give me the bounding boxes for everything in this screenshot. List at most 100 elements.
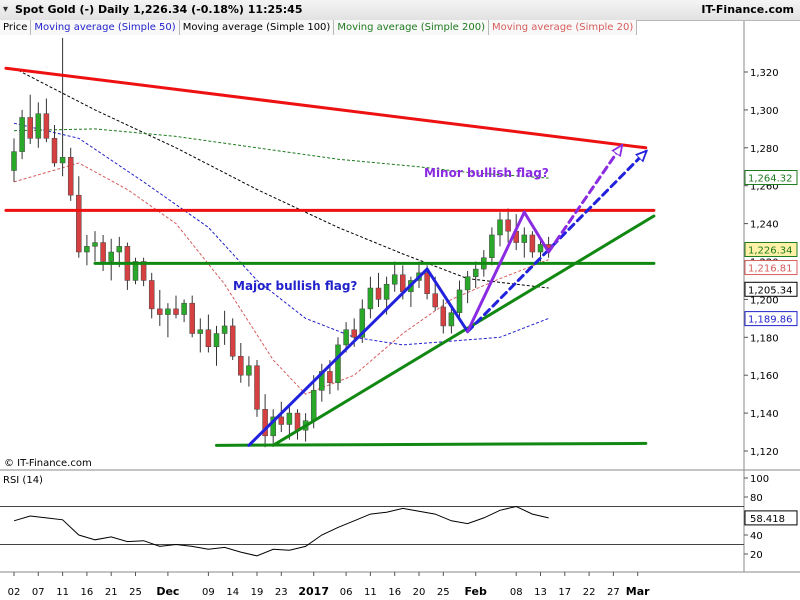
x-axis-tick-label: 16 (388, 587, 401, 598)
candle-body (157, 308, 163, 315)
candle-body (367, 287, 374, 310)
price-y-tick-label: 1,160 (750, 371, 779, 382)
candle-body (165, 308, 171, 315)
price-tag-label: 1,264.32 (748, 174, 793, 185)
candle-body (400, 274, 406, 293)
price-tag-box (744, 281, 798, 297)
minor-flag-annotation: Minor bullish flag? (424, 166, 549, 180)
candle-body (537, 244, 544, 253)
candle-body (221, 325, 228, 334)
x-axis-tick-label: 11 (364, 587, 377, 598)
candle-body (43, 113, 50, 139)
candle-body (246, 365, 252, 376)
candle-body (84, 246, 90, 253)
legend-price[interactable]: Price (0, 20, 32, 35)
price-y-tick-label: 1,320 (750, 68, 779, 79)
price-y-tick-label: 1,240 (750, 220, 779, 231)
candle-body (35, 113, 42, 139)
candle-body (343, 329, 349, 346)
price-tag-box (744, 311, 798, 327)
candle-body (173, 308, 179, 315)
price-tag-label: 1,216.81 (748, 264, 793, 275)
rsi-y-tick-label: 100 (750, 474, 769, 485)
candle-body (100, 242, 106, 262)
price-y-tick-label: 1,140 (750, 409, 779, 420)
price-y-tick-label: 1,120 (750, 447, 779, 458)
candle-body (327, 371, 333, 384)
legend-sma-20[interactable]: Moving average (Simple 20) (488, 20, 638, 35)
price-y-tick-label: 1,280 (750, 144, 779, 155)
candle-body (197, 329, 204, 334)
candle-body (213, 333, 220, 348)
series-legend: Price Moving average (Simple 50) Moving av… (0, 20, 638, 35)
candle-body (238, 356, 244, 376)
rising-trendline (271, 214, 656, 447)
price-tag-label: 1,205.34 (748, 285, 793, 296)
rsi-value-tag (744, 510, 798, 526)
candle-body (391, 274, 398, 285)
minor-flag-pole (466, 210, 526, 334)
price-tag-label: 1,226.34 (748, 245, 793, 256)
rsi-y-tick-label: 80 (750, 493, 763, 504)
candle-body (270, 416, 276, 437)
candle-body (181, 302, 187, 315)
x-axis-tick-label: 08 (510, 587, 523, 598)
x-axis-tick-label: Dec (156, 585, 179, 598)
candle-body (108, 251, 114, 262)
candle-body (505, 219, 511, 232)
x-axis-tick-label: 14 (226, 587, 239, 598)
candle-body (286, 412, 293, 425)
price-y-tick-label: 1,180 (750, 333, 779, 344)
collapse-arrow-icon[interactable]: ▾ (3, 4, 9, 15)
price-y-tick-label: 1,300 (750, 106, 779, 117)
x-axis-tick-label: 16 (81, 587, 94, 598)
rsi-value-label: 58.418 (750, 514, 785, 525)
candle-body (448, 312, 455, 327)
x-axis-tick-label: 09 (202, 587, 215, 598)
candle-body (310, 390, 317, 421)
candle-body (464, 276, 471, 291)
rsi-panel (0, 472, 744, 572)
ma-line (13, 122, 549, 346)
bottom-support (215, 441, 648, 447)
candle-body (424, 272, 430, 294)
candle-body (254, 365, 260, 410)
x-axis-tick-label: 20 (413, 587, 426, 598)
legend-sma-100[interactable]: Moving average (Simple 100) (179, 20, 335, 35)
candle-body (229, 325, 236, 357)
candle-body (76, 194, 82, 253)
x-axis-tick-label: 11 (56, 587, 69, 598)
candle-body (529, 234, 536, 253)
price-tag-box (744, 241, 798, 257)
rsi-line (13, 505, 549, 557)
legend-sma-200[interactable]: Moving average (Simple 200) (334, 20, 489, 35)
price-panel (0, 36, 744, 470)
candle-body (432, 293, 438, 308)
candle-body (375, 287, 382, 300)
minor-flag-target (547, 146, 622, 254)
candle-body (51, 138, 58, 164)
price-tag-box (744, 170, 798, 186)
candle-body (27, 117, 33, 139)
candle-body (116, 246, 123, 253)
chart-title: Spot Gold (-) Daily 1,226.34 (-0.18%) 11… (15, 3, 303, 16)
x-axis-tick-label: 19 (251, 587, 264, 598)
x-axis-tick-label: 25 (437, 587, 450, 598)
candle-body (351, 329, 357, 338)
price-y-tick-label: 1,200 (750, 295, 779, 306)
candle-body (148, 280, 155, 310)
chart-header: ▾ Spot Gold (-) Daily 1,226.34 (-0.18%) … (0, 0, 800, 21)
x-axis-tick-label: 2017 (298, 585, 329, 598)
rsi-y-tick-label: 40 (750, 531, 763, 542)
x-axis-tick-label: 17 (558, 587, 571, 598)
legend-sma-50[interactable]: Moving average (Simple 50) (31, 20, 180, 35)
candle-body (278, 416, 285, 425)
ma-line (13, 67, 549, 289)
candle-body (67, 157, 74, 196)
x-axis-tick-label: Mar (626, 585, 650, 598)
brand-label: IT-Finance.com (701, 3, 794, 16)
x-axis-tick-label: 07 (32, 587, 45, 598)
x-axis-tick-label: 22 (583, 587, 596, 598)
